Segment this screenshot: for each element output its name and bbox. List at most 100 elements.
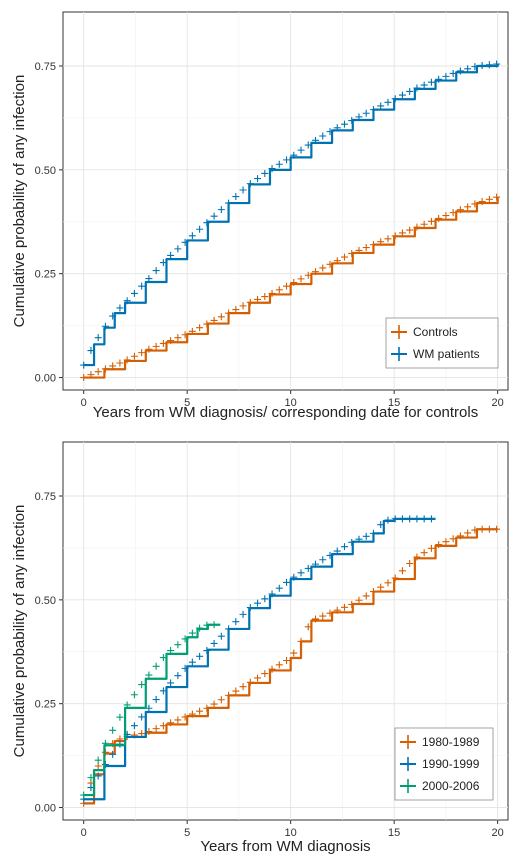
y-tick-label: 0.00 [35, 373, 56, 385]
censor-mark [435, 75, 443, 83]
censor-mark [188, 327, 196, 335]
censor-mark [319, 264, 327, 272]
censor-mark [268, 590, 276, 598]
censor-mark [319, 612, 327, 620]
censor-mark [377, 521, 385, 529]
censor-mark [398, 91, 406, 99]
censor-mark [369, 241, 377, 249]
censor-mark [203, 621, 211, 629]
censor-mark [275, 661, 283, 669]
censor-mark [362, 592, 370, 600]
censor-mark [290, 649, 298, 657]
censor-mark [398, 229, 406, 237]
x-tick-label: 10 [285, 827, 297, 839]
censor-mark [159, 687, 167, 695]
censor-mark [406, 560, 414, 567]
censor-mark [181, 238, 189, 246]
censor-mark [188, 629, 196, 637]
censor-mark [283, 656, 291, 664]
censor-mark [145, 671, 153, 679]
censor-mark [362, 109, 370, 117]
censor-mark [362, 244, 370, 252]
censor-mark [377, 583, 385, 591]
censor-mark [239, 302, 247, 310]
censor-mark [471, 63, 479, 71]
censor-mark [217, 313, 225, 321]
censor-mark [239, 186, 247, 194]
censor-mark [485, 61, 493, 69]
censor-mark [464, 529, 472, 537]
censor-mark [384, 516, 392, 524]
censor-mark [355, 113, 363, 121]
censor-mark [442, 72, 450, 80]
censor-mark [130, 352, 138, 360]
censor-mark [464, 65, 472, 73]
censor-mark [326, 128, 334, 136]
censor-mark [152, 342, 160, 350]
censor-mark [391, 232, 399, 240]
censor-mark [340, 543, 348, 551]
censor-mark [80, 361, 88, 369]
censor-mark [130, 289, 138, 297]
censor-mark [420, 220, 428, 228]
censor-mark [493, 60, 501, 68]
censor-mark [203, 704, 211, 712]
censor-mark [145, 275, 153, 283]
censor-mark [210, 212, 218, 220]
censor-mark [94, 334, 102, 342]
censor-mark [471, 200, 479, 208]
censor-mark [333, 547, 341, 555]
censor-mark [80, 791, 88, 799]
censor-mark [319, 556, 327, 564]
censor-mark [485, 195, 493, 203]
legend-label: 2000-2006 [422, 779, 480, 793]
censor-mark [312, 268, 320, 276]
censor-mark [283, 156, 291, 164]
censor-mark [254, 674, 262, 682]
legend-label: Controls [413, 325, 458, 339]
censor-mark [217, 696, 225, 704]
censor-mark [290, 573, 298, 581]
legend-label: 1980-1989 [422, 735, 480, 749]
y-axis-title: Cumulative probability of any infection [11, 505, 28, 758]
x-tick-label: 20 [492, 827, 504, 839]
censor-mark [87, 371, 95, 379]
censor-mark [167, 679, 175, 687]
censor-mark [369, 588, 377, 596]
y-tick-label: 0.25 [35, 269, 56, 281]
censor-mark [254, 175, 262, 183]
censor-mark [384, 235, 392, 243]
censor-mark [275, 286, 283, 294]
x-tick-label: 10 [285, 397, 297, 409]
censor-mark [348, 600, 356, 608]
censor-mark [145, 345, 153, 353]
censor-mark [123, 356, 131, 364]
censor-mark [449, 209, 457, 217]
censor-mark [188, 232, 196, 240]
censor-mark [362, 532, 370, 540]
censor-mark [101, 365, 109, 373]
censor-mark [435, 214, 443, 222]
censor-mark [123, 701, 131, 709]
censor-mark [217, 206, 225, 214]
y-tick-label: 0.00 [35, 803, 56, 815]
censor-mark [478, 525, 486, 533]
censor-mark [94, 756, 102, 764]
censor-mark [225, 309, 233, 317]
censor-mark [355, 535, 363, 543]
censor-mark [413, 223, 421, 231]
censor-mark [442, 538, 450, 546]
censor-mark [384, 579, 392, 587]
censor-mark [413, 515, 421, 523]
censor-mark [210, 639, 218, 647]
y-axis-title: Cumulative probability of any infection [11, 75, 28, 328]
censor-mark [181, 331, 189, 339]
censor-mark [261, 595, 269, 603]
censor-mark [398, 515, 406, 523]
x-tick-label: 0 [81, 827, 87, 839]
censor-mark [369, 529, 377, 537]
censor-mark [196, 324, 204, 332]
censor-mark [442, 212, 450, 220]
censor-mark [181, 664, 189, 672]
